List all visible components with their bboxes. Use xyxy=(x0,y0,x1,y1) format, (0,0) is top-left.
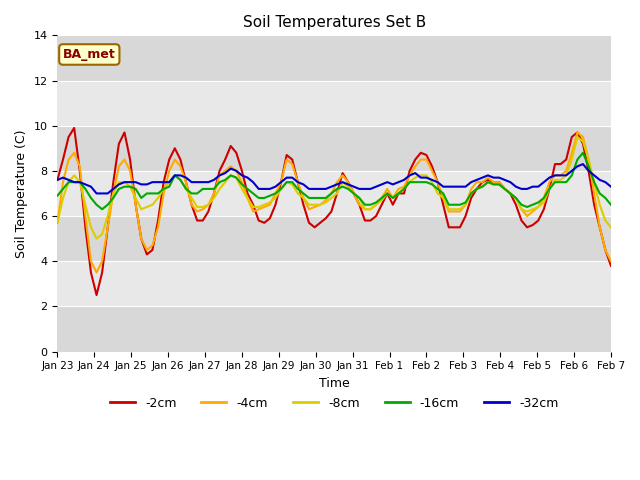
-8cm xyxy=(188,195,195,201)
-8cm xyxy=(344,184,352,190)
-8cm xyxy=(573,134,581,140)
Bar xyxy=(58,171,611,216)
-8cm xyxy=(590,179,598,185)
-2cm xyxy=(395,191,403,196)
-16cm xyxy=(188,191,195,196)
-4cm xyxy=(573,130,581,135)
-32cm xyxy=(568,168,575,174)
-4cm xyxy=(165,168,173,174)
-32cm xyxy=(54,177,61,183)
-32cm xyxy=(344,181,352,187)
Legend: -2cm, -4cm, -8cm, -16cm, -32cm: -2cm, -4cm, -8cm, -16cm, -32cm xyxy=(105,392,563,415)
-32cm xyxy=(607,184,615,190)
-2cm xyxy=(171,145,179,151)
Bar xyxy=(58,306,611,351)
-4cm xyxy=(344,179,352,185)
-4cm xyxy=(389,195,397,201)
Line: -2cm: -2cm xyxy=(58,128,611,295)
-32cm xyxy=(590,172,598,178)
X-axis label: Time: Time xyxy=(319,377,349,390)
Title: Soil Temperatures Set B: Soil Temperatures Set B xyxy=(243,15,426,30)
-16cm xyxy=(344,186,352,192)
-8cm xyxy=(389,195,397,201)
-2cm xyxy=(590,202,598,208)
-32cm xyxy=(93,191,100,196)
-2cm xyxy=(607,263,615,269)
Line: -16cm: -16cm xyxy=(58,153,611,209)
-8cm xyxy=(93,236,100,241)
-4cm xyxy=(54,220,61,226)
-16cm xyxy=(579,150,587,156)
-16cm xyxy=(165,184,173,190)
-32cm xyxy=(165,179,173,185)
-32cm xyxy=(389,181,397,187)
Bar xyxy=(58,261,611,306)
-4cm xyxy=(607,258,615,264)
-8cm xyxy=(568,156,575,162)
-2cm xyxy=(54,177,61,183)
-4cm xyxy=(188,202,195,208)
-4cm xyxy=(590,191,598,196)
-16cm xyxy=(99,206,106,212)
-32cm xyxy=(188,179,195,185)
Bar xyxy=(58,81,611,126)
Text: BA_met: BA_met xyxy=(63,48,116,61)
Line: -8cm: -8cm xyxy=(58,137,611,239)
-8cm xyxy=(54,220,61,226)
Line: -4cm: -4cm xyxy=(58,132,611,273)
-2cm xyxy=(573,130,581,135)
Bar xyxy=(58,216,611,261)
-16cm xyxy=(568,172,575,178)
-4cm xyxy=(568,150,575,156)
-16cm xyxy=(607,202,615,208)
-8cm xyxy=(165,179,173,185)
-32cm xyxy=(579,161,587,167)
-16cm xyxy=(54,193,61,199)
Bar xyxy=(58,36,611,81)
Bar xyxy=(58,126,611,171)
-16cm xyxy=(389,195,397,201)
-8cm xyxy=(607,225,615,230)
Line: -32cm: -32cm xyxy=(58,164,611,193)
-16cm xyxy=(590,179,598,185)
Y-axis label: Soil Temperature (C): Soil Temperature (C) xyxy=(15,129,28,258)
-2cm xyxy=(193,217,201,223)
-2cm xyxy=(70,125,78,131)
-4cm xyxy=(93,270,100,276)
-2cm xyxy=(350,191,358,196)
-2cm xyxy=(93,292,100,298)
